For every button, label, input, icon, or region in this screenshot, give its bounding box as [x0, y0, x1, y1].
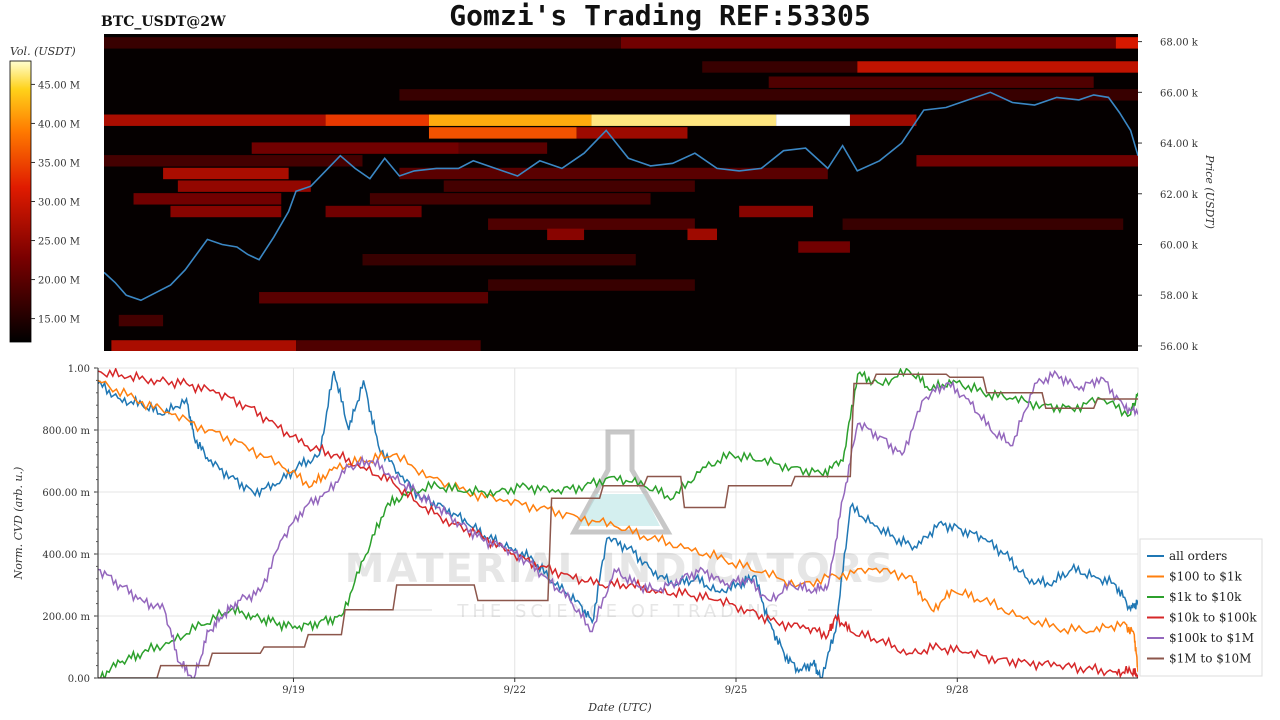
price-tick-label: 58.00 k: [1160, 291, 1199, 302]
liquidity-band-2: [1115, 37, 1138, 49]
liquidity-band-9: [428, 114, 592, 126]
cvd-series-2: [98, 368, 1138, 678]
price-tick-label: 60.00 k: [1160, 240, 1199, 251]
liquidity-band-37: [111, 340, 297, 351]
liquidity-band-35: [259, 292, 489, 304]
liquidity-bands: [104, 37, 1138, 351]
liquidity-band-12: [849, 114, 917, 126]
liquidity-band-38: [296, 340, 481, 351]
cvd-y-tick-label: 1.00: [68, 364, 90, 375]
flask-icon: [569, 429, 673, 535]
price-tick-label: 66.00 k: [1160, 88, 1199, 99]
legend-label: $10k to $100k: [1169, 611, 1257, 625]
liquidity-band-23: [133, 193, 282, 205]
liquidity-band-36: [118, 314, 164, 327]
legend: all orders $100 to $1k $1k to $10k $10k to …: [1139, 538, 1263, 677]
price-axis-title: Price (USDT): [1203, 154, 1216, 229]
cvd-y-ticks: 1.00 800.00 m 600.00 m 400.00 m 200.00 m 0.00: [42, 364, 98, 685]
cvd-x-tick-label: 9/25: [725, 685, 747, 696]
liquidity-band-30: [547, 228, 585, 241]
liquidity-band-14: [576, 127, 688, 139]
liquidity-band-18: [916, 155, 1138, 167]
colorbar: [9, 60, 32, 343]
legend-box: [1139, 538, 1263, 677]
legend-label: all orders: [1169, 549, 1227, 563]
cvd-x-ticks: 9/19 9/22 9/25 9/28: [282, 678, 969, 696]
liquidity-band-7: [104, 114, 326, 126]
liquidity-band-1: [621, 37, 1116, 49]
cvd-series-lines: [98, 368, 1138, 678]
colorbar-tick-label: 45.00 M: [38, 80, 80, 91]
colorbar-tick-label: 30.00 M: [38, 198, 80, 209]
cvd-plot-area: [97, 367, 1139, 679]
cvd-series-0: [98, 370, 1138, 678]
price-line: [104, 91, 1138, 302]
colorbar-label: Vol. (USDT): [10, 45, 76, 58]
liquidity-band-8: [325, 114, 429, 126]
liquidity-band-16: [458, 142, 548, 154]
legend-label: $1M to $10M: [1169, 652, 1251, 666]
liquidity-band-13: [428, 127, 577, 139]
liquidity-band-31: [687, 228, 718, 241]
liquidity-band-33: [362, 253, 636, 266]
cvd-y-tick-label: 800.00 m: [42, 426, 90, 437]
colorbar-tick-label: 20.00 M: [38, 276, 80, 287]
liquidity-band-3: [702, 61, 858, 73]
heatmap-panel: [104, 34, 1138, 351]
price-tick-label: 56.00 k: [1160, 342, 1199, 353]
liquidity-band-32: [798, 241, 850, 253]
colorbar-ticks: 45.00 M 40.00 M 35.00 M 30.00 M 25.00 M 20.00…: [31, 80, 80, 326]
price-tick-label: 64.00 k: [1160, 139, 1199, 150]
cvd-x-tick-label: 9/22: [504, 685, 526, 696]
liquidity-band-24: [369, 193, 651, 205]
liquidity-band-26: [325, 205, 422, 218]
colorbar-tick-label: 35.00 M: [38, 158, 80, 169]
liquidity-band-34: [488, 279, 695, 291]
cvd-y-tick-label: 600.00 m: [42, 488, 90, 499]
liquidity-band-10: [591, 114, 777, 126]
cvd-series-5: [98, 373, 1138, 678]
cvd-y-tick-label: 200.00 m: [42, 612, 90, 623]
cvd-panel: MATERIAL INDICATORS THE SCIENCE OF TRADI…: [97, 367, 1139, 679]
colorbar-tick-label: 40.00 M: [38, 119, 80, 130]
cvd-series-1: [98, 379, 1138, 672]
liquidity-band-4: [857, 61, 1138, 73]
liquidity-band-5: [768, 76, 1094, 88]
legend-label: $100 to $1k: [1169, 570, 1242, 584]
price-axis-ticks: 68.00 k 66.00 k 64.00 k 62.00 k 60.00 k 58.00…: [1138, 38, 1199, 353]
price-tick-label: 68.00 k: [1160, 38, 1199, 49]
liquidity-band-17: [104, 155, 363, 167]
liquidity-band-20: [399, 167, 828, 180]
liquidity-band-21: [177, 180, 311, 192]
cvd-x-axis-title: Date (UTC): [587, 701, 651, 714]
liquidity-band-19: [163, 167, 289, 180]
flask-liquid: [580, 494, 660, 526]
cvd-x-tick-label: 9/28: [946, 685, 968, 696]
heatmap-subtitle: BTC_USDT@2W: [101, 14, 226, 30]
price-tick-label: 62.00 k: [1160, 190, 1199, 201]
liquidity-band-6: [399, 89, 1138, 101]
liquidity-band-25: [170, 205, 282, 218]
liquidity-band-11: [776, 114, 850, 126]
liquidity-band-28: [488, 218, 695, 230]
cvd-x-tick-label: 9/19: [282, 685, 304, 696]
cvd-y-tick-label: 400.00 m: [42, 550, 90, 561]
colorbar-tick-label: 15.00 M: [38, 315, 80, 326]
liquidity-band-15: [251, 142, 459, 154]
colorbar-tick-label: 25.00 M: [38, 237, 80, 248]
liquidity-band-29: [842, 218, 1124, 230]
liquidity-band-22: [443, 180, 695, 192]
legend-label: $100k to $1M: [1169, 631, 1254, 645]
legend-label: $1k to $10k: [1169, 590, 1242, 604]
liquidity-band-27: [739, 205, 814, 218]
cvd-y-axis-title: Norm. CVD (arb. u.): [12, 467, 25, 581]
cvd-series-4: [98, 369, 1138, 678]
cvd-y-tick-label: 0.00: [68, 674, 90, 685]
watermark-tagline: THE SCIENCE OF TRADING: [456, 601, 782, 622]
chart-title: Gomzi's Trading REF:53305: [449, 0, 870, 32]
